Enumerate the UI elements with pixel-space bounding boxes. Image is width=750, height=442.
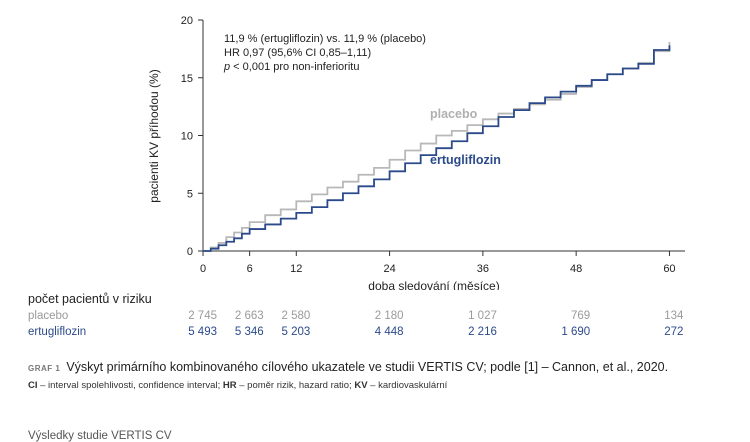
x-tick-label: 36	[477, 263, 489, 275]
x-tick-label: 12	[290, 263, 302, 275]
x-tick-label: 0	[200, 263, 206, 275]
series-line-placebo	[203, 41, 671, 252]
y-tick-label: 10	[181, 131, 193, 143]
risk-cell: 5 493	[188, 326, 217, 338]
risk-cell: 5 346	[234, 326, 264, 338]
abbr-hr: HR	[222, 380, 237, 391]
risk-cell: 4 448	[374, 326, 404, 338]
x-tick-label: 6	[247, 263, 253, 275]
next-section-heading: Výsledky studie VERTIS CV	[28, 430, 172, 442]
risk-row-label-ertugliflozin: ertugliflozin	[28, 326, 87, 338]
risk-cell: 1 027	[468, 310, 497, 322]
risk-cell: 272	[664, 326, 684, 338]
km-chart: 0 5 10 15 20 0 6 12 24 36 48 60 11,9 % (ertuglifloz…	[147, 15, 685, 290]
caption-text: Výskyt primárního kombinovaného cílového…	[66, 360, 669, 374]
abbr-hr-text: – poměr rizik, hazard ratio;	[236, 380, 355, 391]
x-tick-label: 48	[570, 263, 582, 275]
abbr-kv: KV	[354, 380, 368, 391]
abbreviation-note: CI – interval spolehlivosti, confidence …	[28, 380, 447, 391]
x-axis-label: doba sledování (měsíce)	[368, 279, 499, 290]
y-tick-label: 5	[187, 188, 193, 200]
risk-cell: 2 180	[374, 310, 404, 322]
annotation-line-3: p < 0,001 pro non-inferioritu	[223, 61, 359, 73]
y-tick-label: 0	[187, 246, 193, 258]
y-axis-label: pacienti KV příhodou (%)	[147, 69, 161, 202]
x-tick-label: 24	[383, 263, 395, 275]
risk-cell: 5 203	[281, 326, 311, 338]
risk-cell: 2 663	[234, 310, 264, 322]
abbr-kv-text: – kardiovaskulární	[367, 380, 448, 391]
series-line-ertugliflozin	[203, 45, 671, 252]
risk-cell: 2 216	[468, 326, 497, 338]
y-tick-label: 20	[181, 15, 193, 27]
y-tick-label: 15	[181, 73, 193, 85]
caption-label: GRAF 1	[28, 364, 61, 373]
abbr-ci-text: – interval spolehlivosti, confidence int…	[37, 380, 223, 391]
chart-annotation: 11,9 % (ertugliflozin) vs. 11,9 % (place…	[223, 33, 426, 73]
risk-table-title: počet pacientů v riziku	[28, 292, 152, 306]
x-tick-label: 60	[663, 263, 675, 275]
risk-cell: 2 580	[281, 310, 311, 322]
figure-caption: GRAF 1 Výskyt primárního kombinovaného cí…	[28, 360, 668, 374]
risk-cell: 134	[664, 310, 684, 322]
series-label-ertugliflozin: ertugliflozin	[430, 153, 501, 167]
series-label-placebo: placebo	[430, 107, 478, 121]
risk-cell: 2 745	[188, 310, 217, 322]
chart-series	[203, 41, 671, 252]
annotation-line-1: 11,9 % (ertugliflozin) vs. 11,9 % (place…	[224, 33, 426, 45]
risk-row-label-placebo: placebo	[28, 310, 69, 322]
risk-cell: 769	[570, 310, 591, 322]
annotation-line-2: HR 0,97 (95,6% CI 0,85–1,11)	[224, 47, 371, 59]
risk-cell: 1 690	[561, 326, 591, 338]
abbr-ci: CI	[28, 380, 38, 391]
chart-axes: 0 5 10 15 20 0 6 12 24 36 48 60	[181, 15, 685, 275]
